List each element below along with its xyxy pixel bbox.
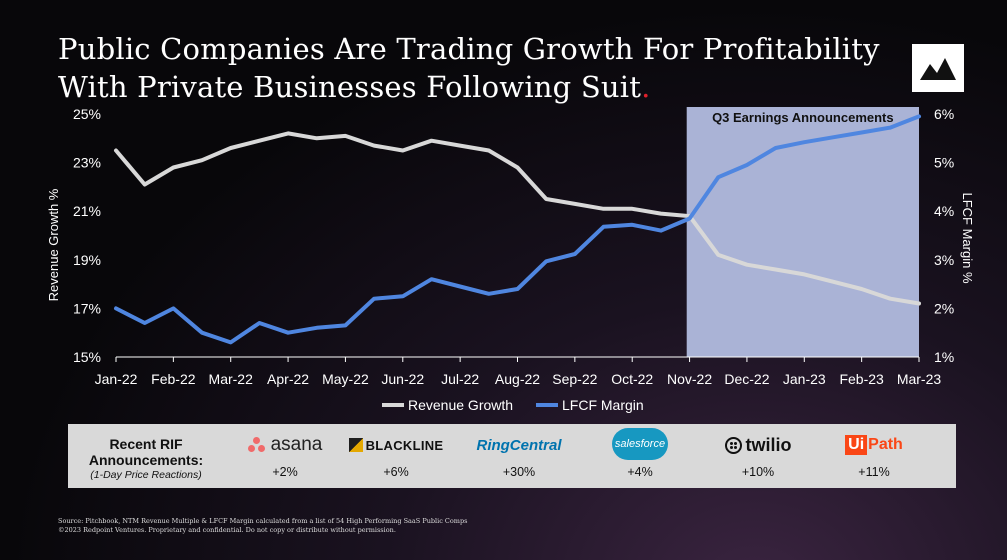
x-tick-label: Jan-22	[95, 371, 138, 387]
q3-earnings-shaded-region	[686, 107, 919, 357]
source-footer: Source: Pitchbook, NTM Revenue Multiple …	[58, 517, 467, 535]
legend-label-lfcf: LFCF Margin	[562, 397, 644, 413]
company-blackline: BLACKLINE +6%	[336, 430, 456, 479]
y-right-tick-label: 3%	[934, 252, 954, 268]
x-tick-label: Mar-22	[209, 371, 254, 387]
y-right-tick-label: 1%	[934, 349, 954, 365]
company-name: RingCentral	[476, 436, 562, 454]
company-uipath: Ui Path +11%	[814, 430, 934, 479]
uipath-ui-box: Ui	[845, 435, 868, 455]
twilio-logo-icon	[724, 436, 742, 454]
company-asana: asana +2%	[225, 430, 345, 479]
price-reaction: +11%	[858, 465, 890, 479]
price-reaction: +10%	[741, 465, 775, 479]
lfcf-margin-line	[114, 114, 921, 345]
x-tick-label: Jul-22	[441, 371, 479, 387]
x-tick-label: Feb-23	[839, 371, 884, 387]
y-right-tick-label: 2%	[934, 300, 954, 316]
title-accent-dot: .	[641, 70, 651, 104]
y-right-tick-label: 4%	[934, 203, 954, 219]
x-tick-label: Oct-22	[611, 371, 653, 387]
title-line-2: With Private Businesses Following Suit	[58, 70, 642, 104]
salesforce-logo-icon: salesforce	[612, 428, 668, 460]
y-left-axis-label: Revenue Growth %	[46, 188, 61, 301]
x-tick-label: Nov-22	[667, 371, 712, 387]
title-line-1: Public Companies Are Trading Growth For …	[58, 32, 880, 66]
y-left-tick-label: 23%	[73, 155, 101, 171]
price-reaction: +2%	[272, 465, 298, 479]
company-name: BLACKLINE	[365, 437, 444, 453]
x-tick-label: Feb-22	[151, 371, 196, 387]
x-tick-label: Sep-22	[552, 371, 597, 387]
y-right-tick-label: 5%	[934, 155, 954, 171]
company-twilio: twilio +10%	[698, 430, 818, 479]
company-name: salesforce	[614, 438, 666, 450]
x-tick-label: Aug-22	[495, 371, 540, 387]
y-left-tick-label: 19%	[73, 252, 101, 268]
slide-title: Public Companies Are Trading Growth For …	[58, 30, 880, 106]
legend-label-revenue: Revenue Growth	[408, 397, 513, 413]
copyright-note: ©2023 Redpoint Ventures. Proprietary and…	[58, 526, 396, 534]
line-chart: Q3 Earnings Announcements Jan-22 Feb-22 Mar…	[46, 106, 975, 413]
company-salesforce: salesforce +4%	[580, 427, 700, 479]
asana-logo-icon	[247, 437, 266, 453]
x-tick-label: Jan-23	[783, 371, 826, 387]
shaded-region-label: Q3 Earnings Announcements	[712, 110, 894, 125]
mountain-logo-icon	[912, 44, 964, 92]
price-reaction: +30%	[502, 465, 536, 479]
y-left-tick-label: 21%	[73, 203, 101, 219]
x-tick-label: May-22	[322, 371, 369, 387]
price-reaction: +6%	[383, 465, 409, 479]
x-tick-label: Mar-23	[897, 371, 942, 387]
y-left-tick-label: 17%	[73, 300, 101, 316]
rif-heading: Recent RIF Announcements: (1-Day Price R…	[76, 436, 216, 482]
y-right-tick-label: 6%	[934, 106, 954, 122]
y-left-tick-label: 15%	[73, 349, 101, 365]
price-reaction: +4%	[627, 465, 653, 479]
company-ringcentral: RingCentral +30%	[459, 430, 579, 480]
rif-announcements-panel: Recent RIF Announcements: (1-Day Price R…	[68, 424, 956, 488]
source-note: Source: Pitchbook, NTM Revenue Multiple …	[58, 517, 468, 525]
x-tick-label: Apr-22	[267, 371, 309, 387]
rif-subheading: (1-Day Price Reactions)	[90, 469, 202, 481]
rif-heading-text: Recent RIF Announcements:	[88, 436, 204, 468]
company-name: asana	[270, 434, 323, 455]
y-right-axis-label: LFCF Margin %	[960, 192, 975, 283]
company-name: Ui Path	[845, 435, 903, 455]
x-tick-label: Dec-22	[724, 371, 769, 387]
uipath-rest: Path	[868, 436, 903, 453]
x-tick-label: Jun-22	[381, 371, 424, 387]
revenue-growth-line	[114, 131, 921, 306]
y-left-tick-label: 25%	[73, 106, 101, 122]
blackline-logo-icon	[348, 438, 363, 452]
company-name: twilio	[745, 434, 792, 455]
